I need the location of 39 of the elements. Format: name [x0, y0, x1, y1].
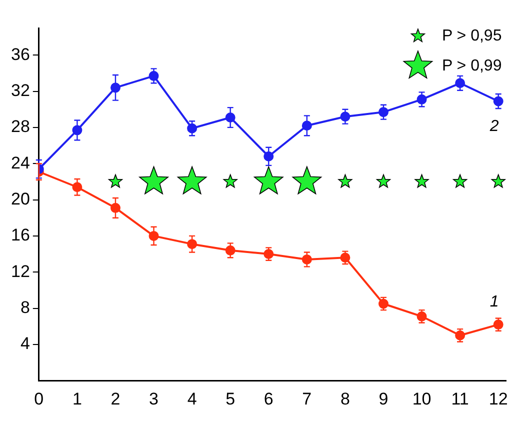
- point: [414, 174, 429, 188]
- point: [139, 166, 168, 194]
- x-tick-label: 6: [264, 389, 274, 408]
- point: [292, 166, 322, 194]
- point: [223, 174, 238, 188]
- x-tick-label: 0: [34, 389, 44, 408]
- x-tick-label: 10: [412, 389, 432, 408]
- x-tick-label: 7: [302, 389, 312, 408]
- y-tick-label: 16: [10, 226, 30, 245]
- y-tick-label: 20: [10, 189, 30, 208]
- series-label: 1: [490, 294, 499, 311]
- point: [491, 174, 506, 188]
- x-tick-label: 1: [72, 389, 82, 408]
- x-tick-label: 3: [149, 389, 158, 408]
- y-tick-label: 8: [20, 298, 30, 317]
- x-tick-label: 8: [340, 389, 350, 408]
- y-tick-label: 24: [10, 153, 30, 172]
- point: [110, 202, 120, 213]
- point: [264, 151, 274, 162]
- y-tick-label: 36: [10, 44, 30, 64]
- y-tick-label: 12: [10, 262, 30, 281]
- x-tick-label: 5: [226, 389, 236, 408]
- point: [376, 174, 391, 188]
- series-label: 2: [488, 118, 499, 136]
- x-tick-label: 12: [488, 389, 508, 408]
- legend-label: P > 0,99: [442, 57, 502, 74]
- point: [338, 174, 352, 188]
- point: [108, 174, 123, 188]
- legend-label: P > 0,95: [442, 27, 502, 44]
- point: [453, 174, 468, 188]
- y-tick-label: 28: [10, 117, 30, 136]
- x-tick-label: 9: [378, 389, 388, 408]
- x-tick-label: 2: [110, 389, 120, 408]
- y-tick-label: 4: [20, 334, 30, 354]
- x-tick-label: 4: [187, 389, 197, 408]
- point: [254, 166, 284, 194]
- x-tick-label: 11: [451, 389, 469, 408]
- point: [177, 166, 207, 194]
- y-tick-label: 32: [10, 80, 30, 100]
